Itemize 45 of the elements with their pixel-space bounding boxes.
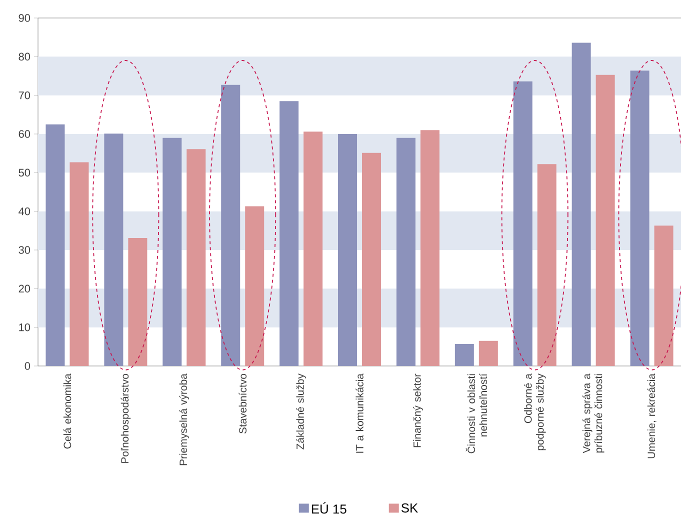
bar bbox=[513, 81, 532, 366]
bar bbox=[396, 138, 416, 366]
y-tick-label: 90 bbox=[18, 14, 30, 22]
y-tick-label: 70 bbox=[18, 91, 30, 100]
bar bbox=[245, 206, 264, 366]
bar bbox=[221, 84, 240, 366]
bar bbox=[537, 164, 556, 366]
bar bbox=[46, 124, 65, 366]
bar bbox=[630, 70, 650, 366]
legend-label: SK bbox=[401, 503, 418, 513]
x-tick-label: Poľnohospodárstvo bbox=[120, 374, 131, 463]
x-tick-label: Umenie, rekreácia bbox=[647, 374, 656, 458]
x-tick-label: Odborné a podporné služby bbox=[524, 374, 546, 450]
x-tick-label: IT a komunikácia bbox=[356, 374, 364, 453]
y-tick-label: 0 bbox=[24, 362, 30, 370]
y-tick-label: 50 bbox=[18, 168, 30, 177]
bar bbox=[186, 149, 206, 366]
bar bbox=[162, 138, 182, 366]
y-tick-label: 10 bbox=[19, 323, 30, 332]
bar bbox=[596, 74, 615, 366]
bar bbox=[572, 42, 591, 366]
x-tick-label: Celá ekonomika bbox=[63, 374, 72, 449]
y-tick-label: 30 bbox=[18, 246, 30, 254]
x-tick-label: Verejná správa a príbuzné činnosti bbox=[582, 374, 604, 454]
x-tick-label: Finančný sektor bbox=[413, 374, 423, 448]
bar bbox=[338, 134, 358, 366]
y-tick-label: 40 bbox=[18, 207, 30, 216]
bar bbox=[304, 132, 323, 366]
y-tick-label: 20 bbox=[18, 284, 30, 293]
bar bbox=[654, 226, 674, 366]
x-tick-label: Základné služby bbox=[296, 374, 306, 450]
bar bbox=[128, 238, 148, 366]
x-tick-label: Priemyselná výroba bbox=[179, 374, 190, 466]
legend-label: EÚ 15 bbox=[312, 502, 346, 514]
x-tick-label: Stavebníctvo bbox=[238, 374, 247, 434]
bar bbox=[454, 344, 474, 366]
x-tick-label: Činnosti v oblasti nehnuteľností bbox=[466, 374, 488, 454]
y-tick-label: 60 bbox=[18, 130, 30, 138]
bar bbox=[478, 340, 498, 366]
bar bbox=[104, 134, 124, 366]
bar bbox=[362, 152, 382, 366]
bar bbox=[280, 101, 299, 366]
bar bbox=[70, 162, 89, 366]
bar bbox=[420, 130, 440, 366]
y-tick-label: 80 bbox=[18, 52, 30, 61]
